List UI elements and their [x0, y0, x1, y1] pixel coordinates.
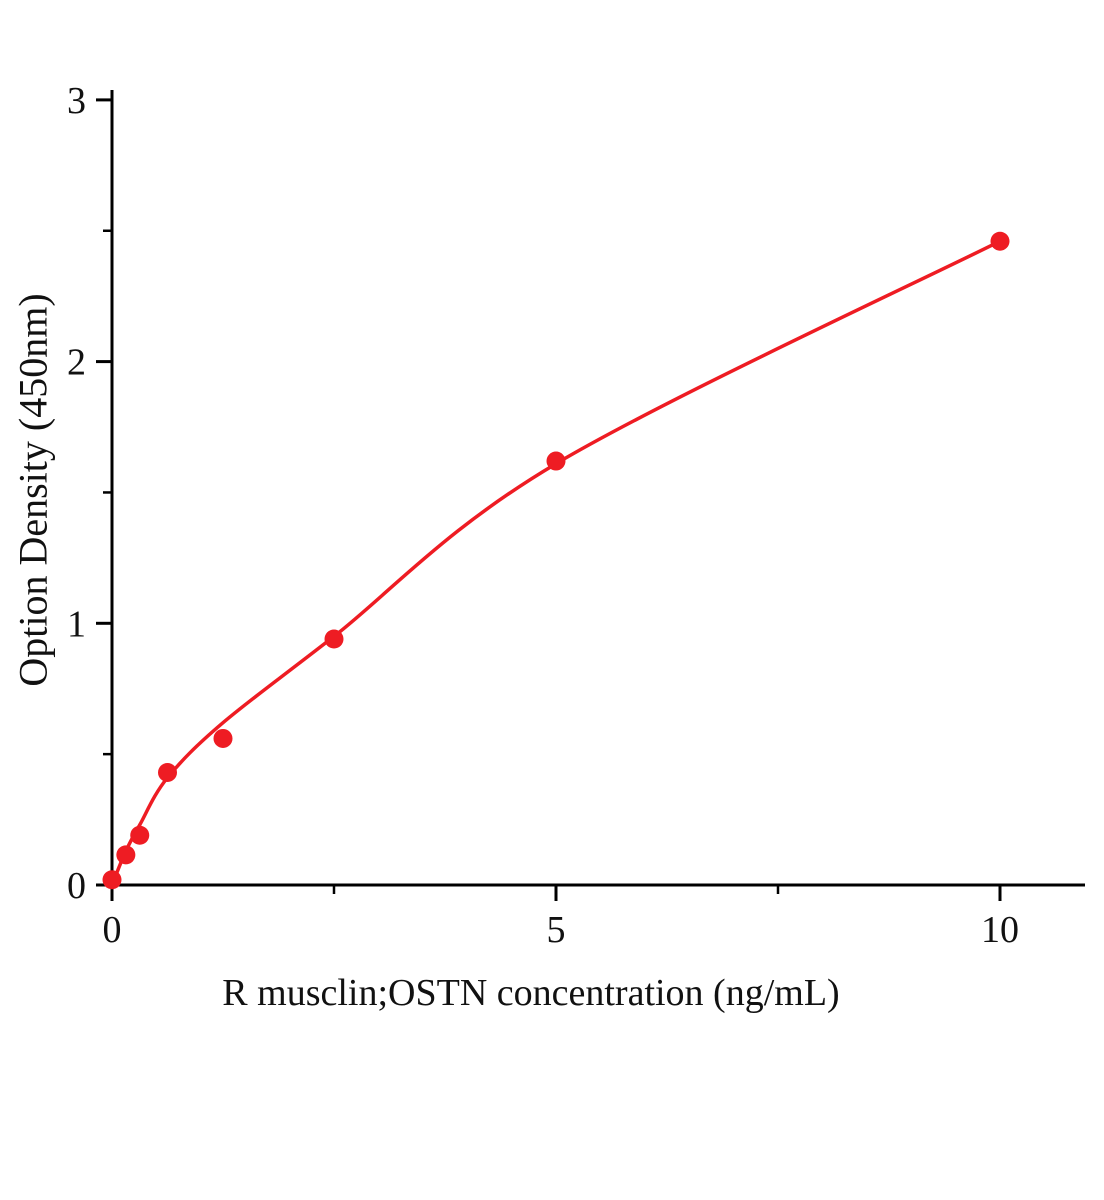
- x-axis-label: R musclin;OSTN concentration (ng/mL): [222, 972, 840, 1014]
- fitted-curve: [110, 239, 1002, 887]
- data-point: [130, 825, 150, 845]
- x-tick-label: 10: [981, 909, 1019, 951]
- axis-frame: [110, 90, 1085, 887]
- y-tick-label: 3: [67, 80, 86, 122]
- y-tick-label: 2: [67, 342, 86, 384]
- data-point: [102, 870, 122, 890]
- data-point: [990, 231, 1010, 251]
- data-point: [324, 629, 344, 649]
- y-tick-label: 0: [67, 865, 86, 907]
- y-axis-label: Option Density (450nm): [10, 293, 56, 687]
- x-tick-label: 0: [103, 909, 122, 951]
- x-tick-label: 5: [547, 909, 566, 951]
- data-point: [116, 845, 136, 865]
- data-point: [158, 762, 177, 782]
- data-point: [213, 728, 233, 748]
- y-tick-label: 1: [67, 603, 86, 645]
- data-point: [546, 451, 566, 471]
